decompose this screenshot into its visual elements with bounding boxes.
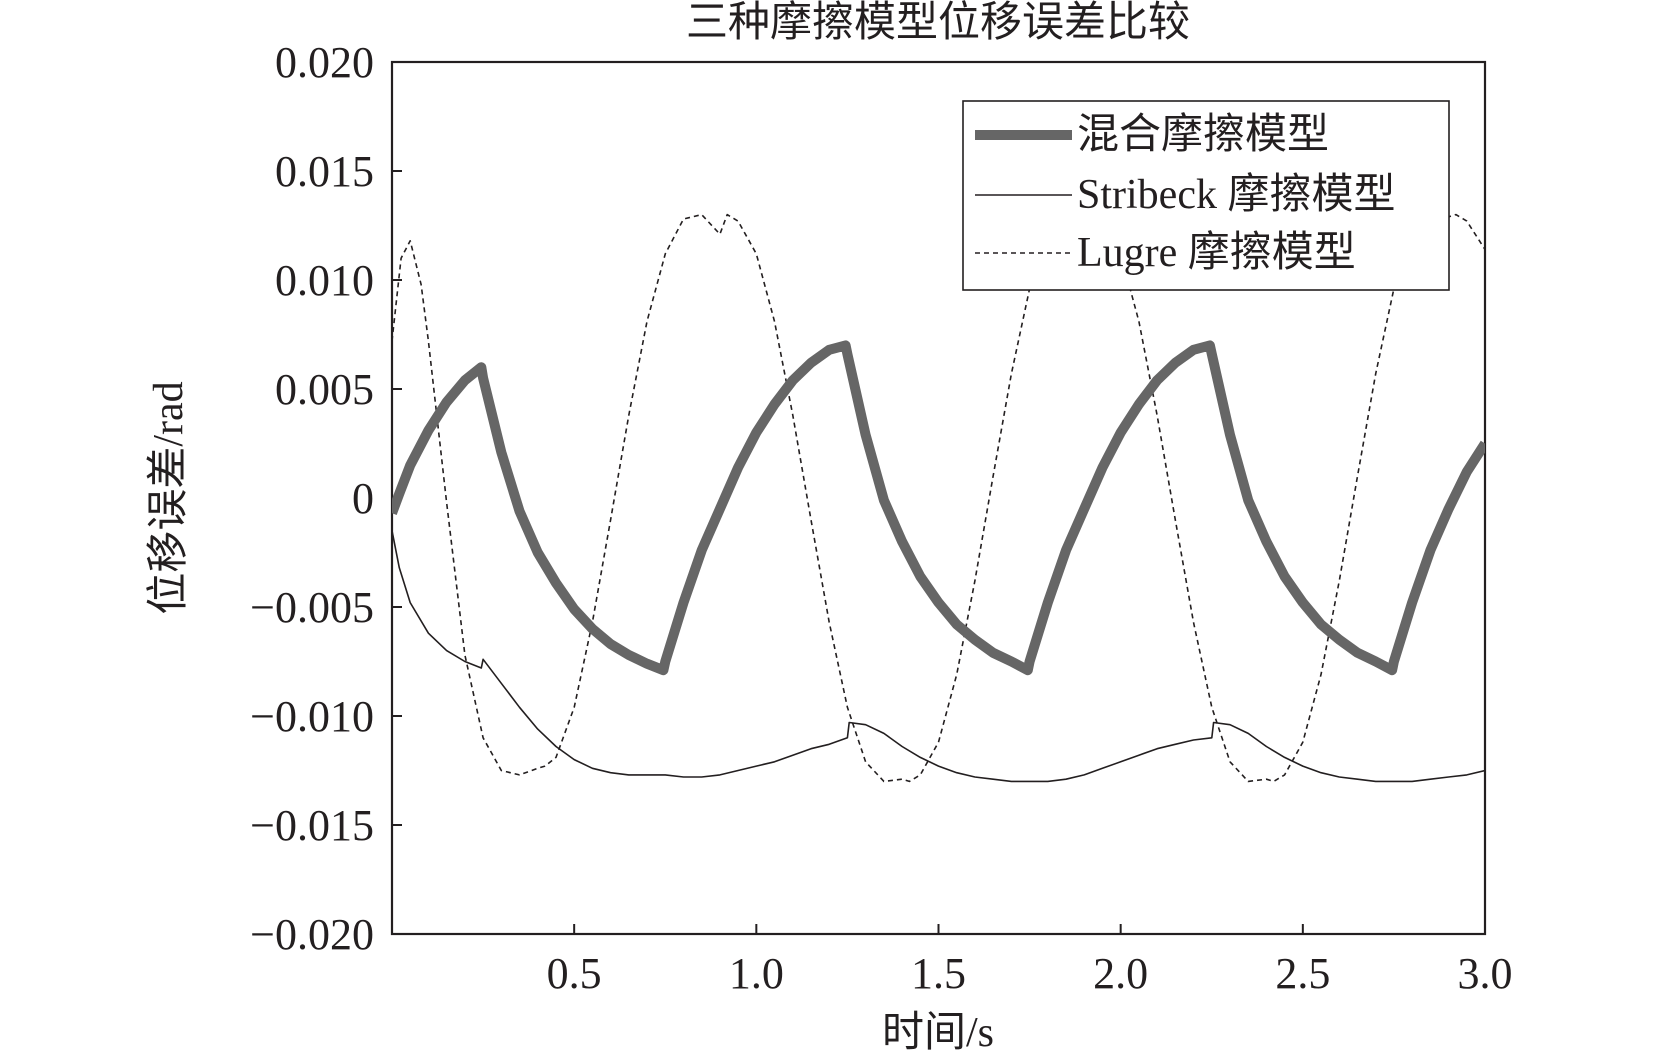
x-tick-label: 1.0: [729, 949, 784, 998]
y-tick-label: 0.015: [275, 147, 374, 196]
series-stribeck: [392, 530, 1485, 783]
y-tick-label: −0.015: [250, 801, 374, 850]
x-tick-label: 0.5: [547, 949, 602, 998]
y-tick-label: −0.005: [250, 583, 374, 632]
y-tick-label: 0.005: [275, 365, 374, 414]
series-mixed-friction: [392, 340, 1485, 676]
y-axis: 0.020 0.015 0.010 0.005 0 −0.005 −0.010 −0.015 −…: [250, 38, 402, 959]
y-tick-label: 0: [352, 474, 374, 523]
y-tick-label: −0.020: [250, 910, 374, 959]
y-tick-label: 0.020: [275, 38, 374, 87]
y-tick-label: 0.010: [275, 256, 374, 305]
legend-label-mixed: 混合摩擦模型: [1077, 111, 1329, 158]
legend-label-lugre: Lugre 摩擦模型: [1077, 229, 1356, 276]
series-lines: [392, 213, 1485, 783]
legend-label-stribeck: Stribeck 摩擦模型: [1077, 171, 1395, 218]
legend: 混合摩擦模型 Stribeck 摩擦模型 Lugre 摩擦模型: [962, 100, 1450, 291]
x-tick-label: 2.0: [1093, 949, 1148, 998]
chart-title: 三种摩擦模型位移误差比较: [686, 0, 1190, 46]
x-tick-label: 2.5: [1275, 949, 1330, 998]
y-tick-label: −0.010: [250, 692, 374, 741]
series-lugre: [392, 213, 1485, 783]
x-tick-label: 3.0: [1458, 949, 1513, 998]
x-tick-label: 1.5: [911, 949, 966, 998]
x-axis: 0.5 1.0 1.5 2.0 2.5 3.0: [547, 924, 1513, 998]
y-axis-label: 位移误差/rad: [145, 381, 192, 614]
x-axis-label: 时间/s: [882, 1010, 994, 1054]
